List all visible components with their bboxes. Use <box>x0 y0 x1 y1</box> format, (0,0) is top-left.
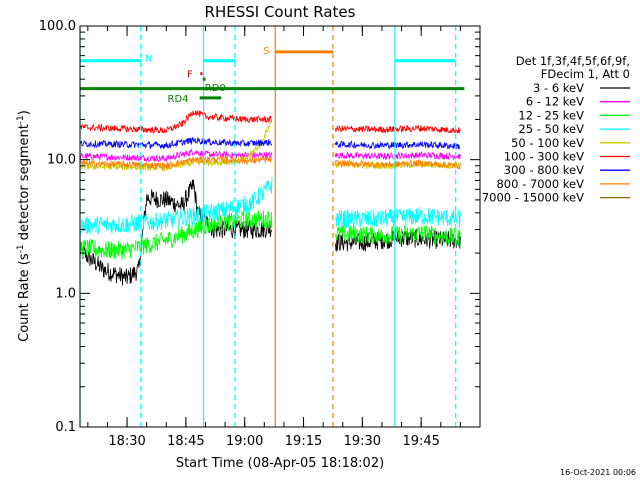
flag-label-3: F <box>187 70 193 81</box>
legend-label-8: 7000 - 15000 keV <box>482 191 584 205</box>
y-axis-label: Count Rate (s-1 detector segment-1) <box>16 110 32 342</box>
legend-label-1: 6 - 12 keV <box>526 95 584 109</box>
series-line-7-segment-0 <box>80 155 272 171</box>
flag-label-7: S <box>263 46 269 57</box>
legend-label-0: 3 - 6 keV <box>533 81 584 95</box>
flag-label-5: RD4 <box>168 94 189 105</box>
x-tick-label-4: 19:30 <box>344 434 381 449</box>
flag-label-4: RD0 <box>205 83 226 94</box>
y-tick-label-0: 0.1 <box>55 420 76 435</box>
series-line-3-segment-1 <box>334 207 461 229</box>
legend-header-line-2: FDecim 1, Att 0 <box>541 67 630 81</box>
x-tick-label-2: 19:00 <box>226 434 263 449</box>
y-axis-label-sup-1: -1 <box>16 244 26 253</box>
x-tick-label-5: 19:45 <box>402 434 439 449</box>
series-line-6-segment-1 <box>334 139 461 150</box>
x-axis-label: Start Time (08-Apr-05 18:18:02) <box>176 456 384 471</box>
legend-label-2: 12 - 25 keV <box>518 108 584 122</box>
x-tick-label-1: 18:45 <box>167 434 204 449</box>
y-axis-label-part-1: Count Rate (s <box>17 253 32 342</box>
chart-title: RHESSI Count Rates <box>205 3 356 21</box>
series-line-1-segment-0 <box>80 147 273 163</box>
legend: Det 1f,3f,4f,5f,6f,9f, FDecim 1, Att 0 3… <box>482 54 630 205</box>
x-axis: 18:30 18:45 19:00 19:15 19:30 19:45 <box>87 26 481 449</box>
series-line-7-segment-1 <box>334 159 461 170</box>
x-tick-label-0: 18:30 <box>108 434 145 449</box>
series-line-5-segment-0 <box>80 110 272 134</box>
series-line-2-segment-1 <box>334 225 461 247</box>
series-line-0-segment-0 <box>80 179 273 286</box>
series-line-1-segment-1 <box>334 150 461 161</box>
legend-label-6: 300 - 800 keV <box>504 163 584 177</box>
y-axis: 0.1 1.0 10.0 100.0 <box>39 19 480 435</box>
flag-label-0: N <box>145 54 152 65</box>
generation-timestamp: 16-Oct-2021 00:06 <box>560 468 636 477</box>
y-axis-label-part-2: detector segment <box>17 124 32 244</box>
y-axis-label-part-3: ) <box>17 110 32 115</box>
legend-label-7: 800 - 7000 keV <box>496 177 584 191</box>
legend-header-line-1: Det 1f,3f,4f,5f,6f,9f, <box>516 54 630 68</box>
y-tick-label-3: 100.0 <box>39 19 76 34</box>
plot-area <box>80 26 465 427</box>
y-tick-label-2: 10.0 <box>47 153 76 168</box>
x-tick-label-3: 19:15 <box>285 434 322 449</box>
y-tick-label-1: 1.0 <box>55 286 76 301</box>
y-axis-label-sup-2: -1 <box>16 115 26 124</box>
legend-label-4: 50 - 100 keV <box>511 136 584 150</box>
series-line-2-segment-0 <box>80 210 273 260</box>
legend-label-5: 100 - 300 keV <box>504 150 584 164</box>
series-line-3-segment-0 <box>80 176 273 235</box>
series-line-6-segment-0 <box>80 137 273 150</box>
series-line-5-segment-1 <box>334 124 461 134</box>
plot-frame <box>79 25 481 428</box>
legend-label-3: 25 - 50 keV <box>518 122 584 136</box>
